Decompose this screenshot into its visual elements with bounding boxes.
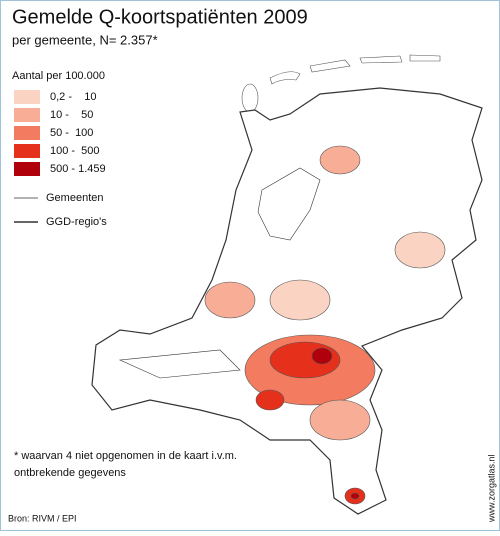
region	[394, 231, 446, 269]
island	[409, 54, 441, 62]
subtitle: per gemeente, N= 2.357*	[12, 32, 158, 47]
credit: www.zorgatlas.nl	[486, 454, 496, 523]
legend-swatch	[14, 144, 40, 158]
estuary	[118, 349, 241, 379]
legend-label: 50 - 100	[50, 127, 93, 139]
legend-label: 10 - 50	[50, 109, 93, 121]
legend-title: Aantal per 100.000	[12, 70, 105, 82]
legend-label: 0,2 - 10	[50, 91, 96, 103]
legend-swatch	[14, 90, 40, 104]
legend-label: GGD-regio's	[46, 216, 107, 228]
region	[311, 347, 333, 365]
island	[241, 83, 259, 113]
region	[204, 281, 256, 319]
legend: 0,2 - 10 10 - 50 50 - 100 100 - 500 500 - 1.…	[14, 90, 107, 228]
region	[255, 389, 285, 411]
title: Gemelde Q-koortspatiënten 2009	[12, 6, 308, 28]
region	[319, 145, 361, 175]
legend-swatch	[14, 162, 40, 176]
map	[91, 54, 483, 515]
region	[350, 492, 360, 500]
legend-label: Gemeenten	[46, 192, 103, 204]
source: Bron: RIVM / EPI	[8, 513, 77, 523]
island	[359, 55, 403, 64]
region	[309, 399, 371, 441]
legend-label: 100 - 500	[50, 145, 100, 157]
legend-swatch	[14, 108, 40, 122]
footnote: * waarvan 4 niet opgenomen in de kaart i…	[14, 450, 237, 462]
island	[269, 71, 301, 85]
island	[309, 59, 351, 73]
region	[269, 279, 331, 321]
legend-swatch	[14, 126, 40, 140]
footnote: ontbrekende gegevens	[14, 467, 126, 479]
legend-label: 500 - 1.459	[50, 163, 106, 175]
ijsselmeer	[257, 167, 321, 241]
